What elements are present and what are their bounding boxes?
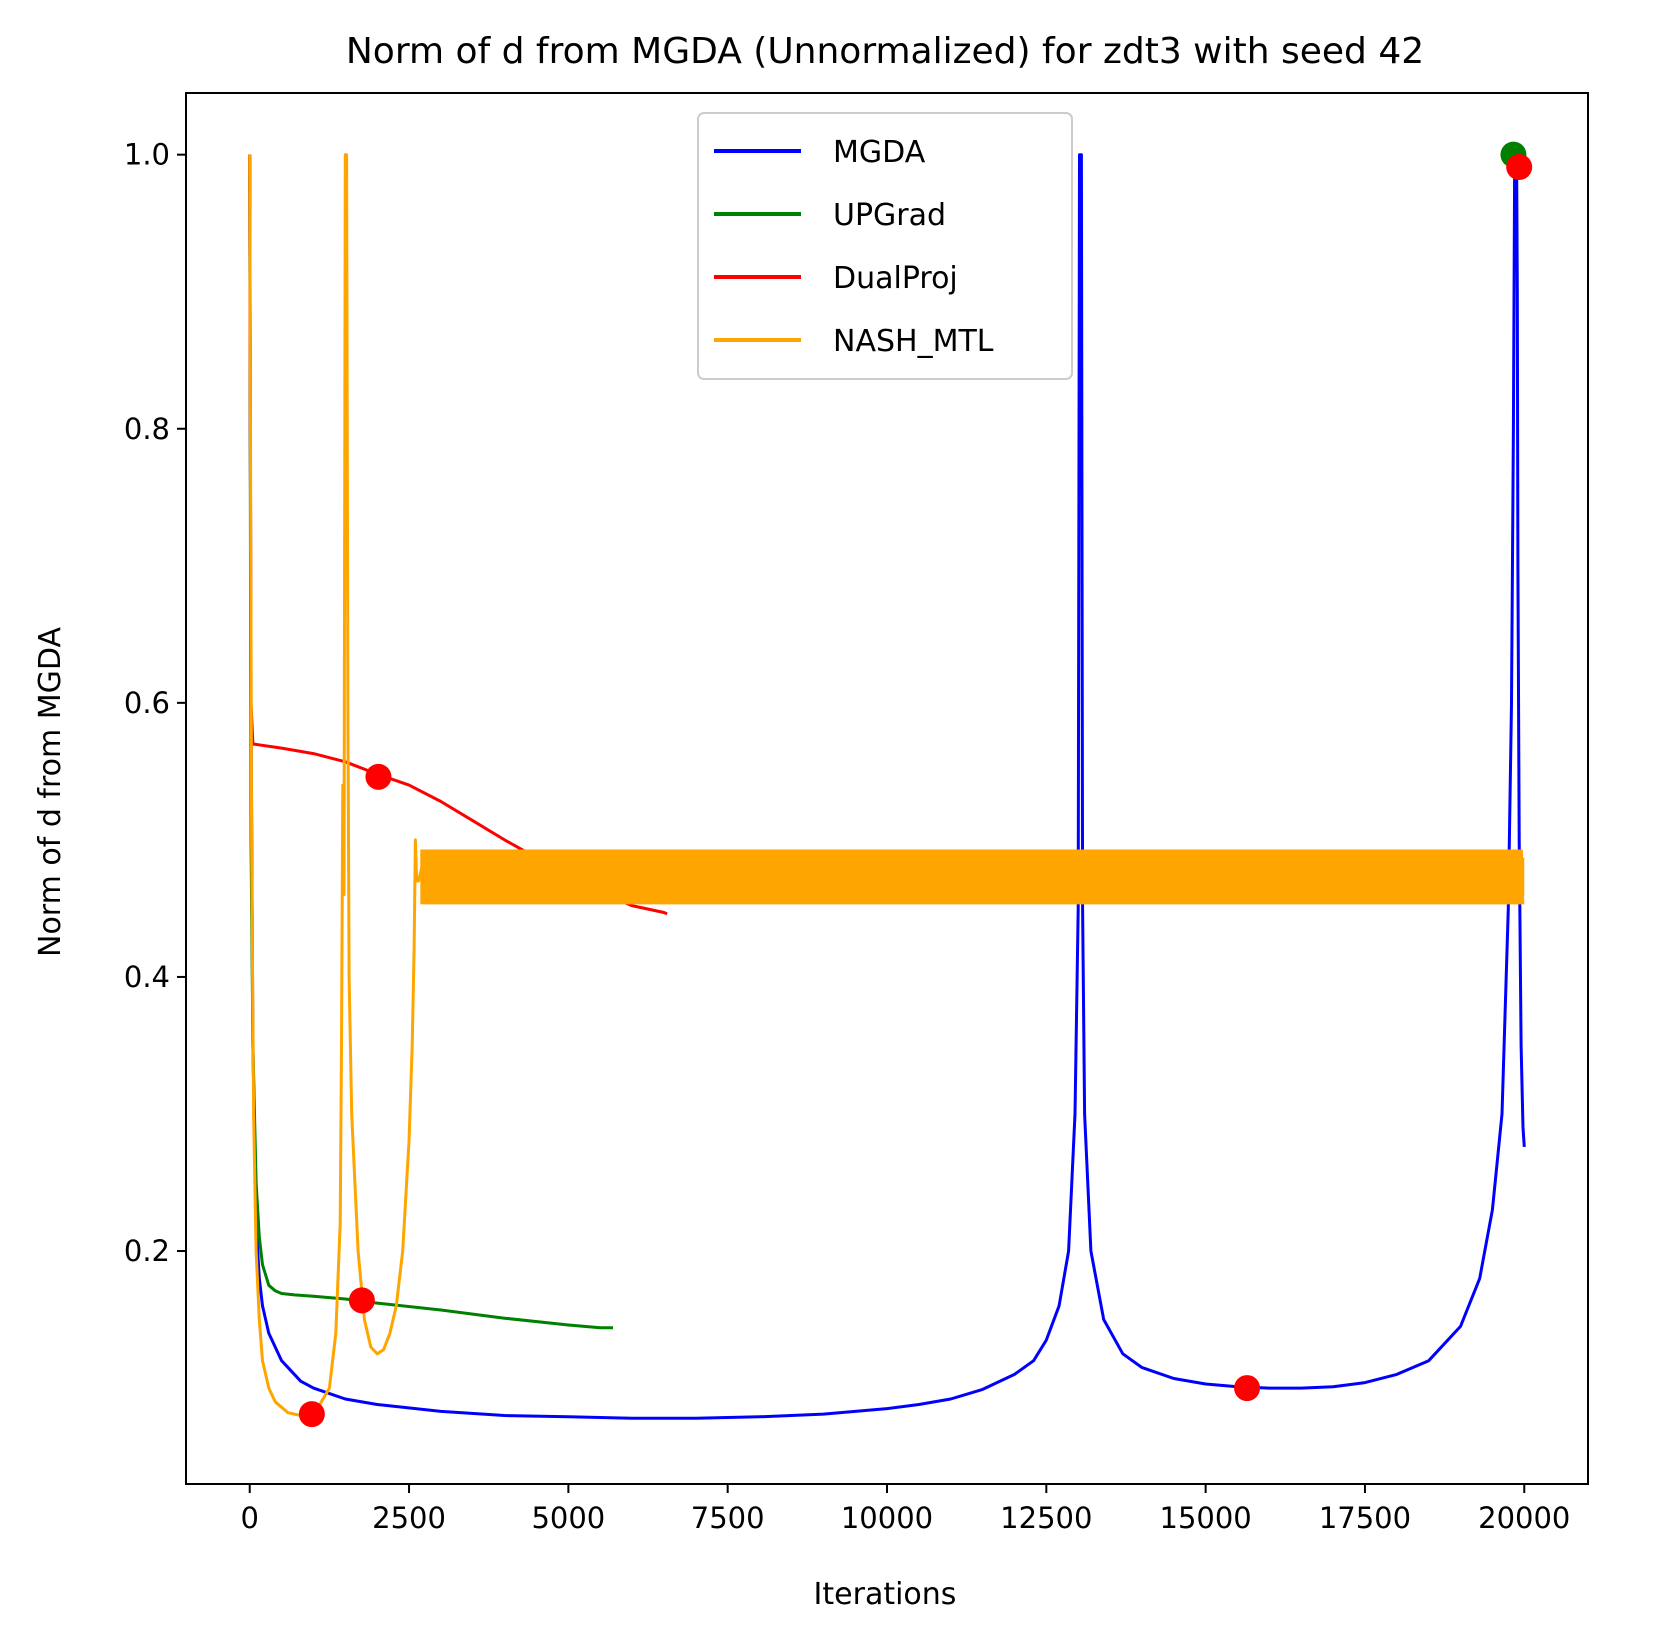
marker-group [298, 141, 1533, 1428]
point-marker-5 [1506, 154, 1533, 181]
legend-box [697, 112, 1073, 380]
x-tick-label: 2500 [372, 1501, 446, 1535]
x-tick-label: 5000 [531, 1501, 605, 1535]
y-tick-label: 0.8 [124, 412, 170, 446]
point-marker-0 [298, 1401, 325, 1428]
x-tick-label: 15000 [1160, 1501, 1252, 1535]
x-tick-label: 12500 [1000, 1501, 1092, 1535]
x-tick-label: 7500 [691, 1501, 765, 1535]
legend: MGDA UPGrad DualProj NASH_MTL [697, 112, 1073, 380]
legend-label-mgda: MGDA [833, 135, 926, 170]
point-marker-2 [348, 1287, 375, 1314]
series-line-dualproj [248, 154, 668, 916]
x-axis-label: Iterations [814, 1577, 957, 1612]
legend-label-dualproj: DualProj [833, 261, 958, 296]
x-tick-label: 20000 [1478, 1501, 1570, 1535]
series-line-nash-mtl [248, 153, 424, 1417]
axes-group: 0 2500 5000 7500 10000 12500 15000 17500 20000 0.… [124, 92, 1589, 1535]
x-tick-label: 0 [241, 1501, 259, 1535]
legend-label-nash-mtl: NASH_MTL [833, 324, 994, 359]
y-axis-label: Norm of d from MGDA [33, 627, 68, 957]
y-tick-label: 0.4 [124, 960, 170, 994]
chart-title: Norm of d from MGDA (Unnormalized) for z… [346, 31, 1424, 72]
series-line-mgda [248, 153, 1526, 1420]
legend-label-upgrad: UPGrad [833, 198, 946, 233]
plot-series-group [248, 153, 1526, 1420]
point-marker-3 [1234, 1375, 1261, 1402]
y-tick-label: 0.2 [124, 1234, 170, 1268]
series-line-upgrad [248, 154, 613, 1330]
x-tick-label: 10000 [841, 1501, 933, 1535]
y-tick-label: 0.6 [124, 686, 170, 720]
point-marker-1 [365, 763, 392, 790]
x-tick-label: 17500 [1319, 1501, 1411, 1535]
y-tick-label: 1.0 [124, 138, 170, 172]
series-band-fill-nash-mtl [421, 857, 1525, 897]
